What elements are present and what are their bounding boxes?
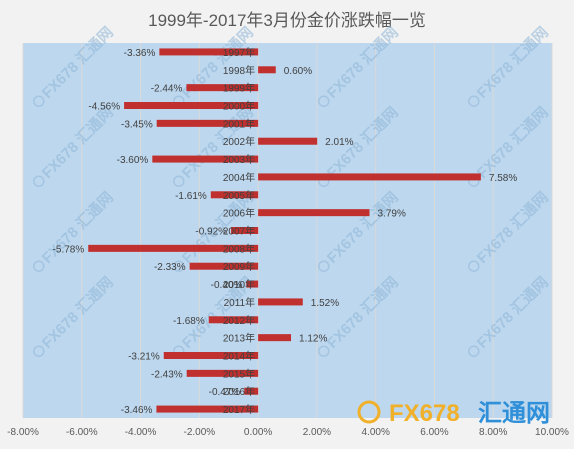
watermark-logo-icon: [468, 95, 480, 107]
category-label: 2002年: [223, 135, 255, 148]
brand-name-cn: 汇通网: [478, 400, 550, 427]
category-label: 2008年: [223, 242, 255, 255]
x-tick-label: 6.00%: [420, 427, 448, 438]
category-label: 2012年: [223, 314, 255, 327]
watermark-logo-icon: [33, 260, 45, 272]
bar: [258, 173, 481, 181]
bar: [152, 155, 259, 163]
data-label: -3.46%: [121, 405, 153, 416]
bar: [186, 84, 259, 92]
data-label: -0.40%: [211, 280, 243, 291]
watermark-logo-icon: [173, 260, 185, 272]
data-label: -3.45%: [121, 119, 153, 130]
watermark-logo-icon: [33, 345, 45, 357]
data-label: -3.36%: [124, 48, 156, 59]
chart-title: 1999年-2017年3月份金价涨跌幅一览: [148, 11, 426, 30]
x-tick-label: 0.00%: [244, 427, 272, 438]
x-tick-label: 8.00%: [479, 427, 507, 438]
category-label: 2015年: [223, 367, 255, 380]
brand-watermark: FX678 汇通网: [357, 400, 550, 427]
category-label: 2006年: [223, 207, 255, 220]
category-label: 2009年: [223, 260, 255, 273]
data-label: 0.60%: [284, 66, 312, 77]
bar: [258, 66, 276, 74]
data-label: 2.01%: [325, 137, 353, 148]
plot-area: [23, 43, 552, 418]
bar: [124, 102, 259, 109]
watermark-logo-icon: [173, 175, 185, 187]
category-label: 2005年: [223, 189, 255, 202]
watermark-logo-icon: [318, 345, 330, 357]
bar: [208, 316, 259, 324]
brand-logo-icon: [357, 400, 381, 424]
bar: [186, 369, 259, 377]
category-label: 2004年: [223, 171, 255, 184]
data-label: -1.68%: [173, 316, 205, 327]
x-tick-label: -4.00%: [125, 427, 157, 438]
data-label: -3.60%: [117, 155, 149, 166]
bar: [159, 48, 259, 56]
data-label: 1.12%: [299, 334, 327, 345]
category-label: 2001年: [223, 117, 255, 130]
category-label: 2010年: [223, 278, 255, 291]
bar: [258, 209, 370, 217]
category-label: 2014年: [223, 350, 255, 363]
data-label: -0.47%: [209, 387, 241, 398]
category-label: 2017年: [223, 403, 255, 416]
bar: [258, 334, 292, 342]
data-labels: -3.36% 0.60% -2.44% -4.56%-3.45% 2.01% -3.60%…: [53, 48, 518, 416]
category-label: 2007年: [223, 225, 255, 238]
watermark-logo-icon: [33, 95, 45, 107]
data-label: 1.52%: [311, 298, 339, 309]
bar: [210, 191, 259, 199]
x-tick-label: 2.00%: [303, 427, 331, 438]
category-label: 2003年: [223, 153, 255, 166]
data-label: -3.21%: [128, 352, 160, 363]
data-label: -5.78%: [53, 244, 85, 255]
bar: [156, 405, 259, 413]
category-label: 1997年: [223, 46, 255, 59]
bar: [246, 280, 259, 288]
x-tick-label: -6.00%: [66, 427, 98, 438]
watermark-logo-icon: [468, 260, 480, 272]
bar: [189, 262, 259, 270]
category-label: 2011年: [224, 296, 256, 309]
category-label: 1998年: [223, 64, 255, 77]
x-axis-ticks: -8.00% -6.00% -4.00% -2.00% 0.00% 2.00% 4.00% 6…: [7, 427, 569, 438]
data-label: -2.33%: [154, 262, 186, 273]
x-tick-label: 4.00%: [361, 427, 389, 438]
bar: [258, 137, 318, 145]
data-label: 7.58%: [489, 173, 517, 184]
bar: [156, 119, 259, 127]
bar: [258, 298, 303, 306]
watermark-logo-icon: [33, 175, 45, 187]
category-label: 2016年: [223, 385, 255, 398]
category-label: 1999年: [223, 82, 255, 95]
brand-name-en: FX678: [389, 400, 460, 427]
watermark-logo-icon: [318, 260, 330, 272]
category-label: 2013年: [223, 332, 255, 345]
data-label: -2.43%: [151, 369, 183, 380]
data-label: -0.92%: [195, 227, 227, 238]
bar: [88, 244, 259, 252]
category-label: 2000年: [223, 100, 255, 113]
bar: [231, 227, 259, 234]
x-tick-label: -8.00%: [7, 427, 39, 438]
bars: [88, 48, 481, 413]
data-label: -2.44%: [151, 84, 183, 95]
watermark-logo-icon: [468, 345, 480, 357]
watermark-logo-icon: [318, 95, 330, 107]
bar: [244, 387, 259, 395]
category-labels: 1997年 1998年 1999年 2000年 2001年 2002年 2003年 2004年…: [223, 46, 255, 416]
x-tick-label: -2.00%: [183, 427, 215, 438]
data-label: 3.79%: [377, 209, 405, 220]
bar: [163, 352, 259, 359]
data-label: -1.61%: [175, 191, 207, 202]
data-label: -4.56%: [88, 102, 120, 113]
x-tick-label: 10.00%: [535, 427, 569, 438]
